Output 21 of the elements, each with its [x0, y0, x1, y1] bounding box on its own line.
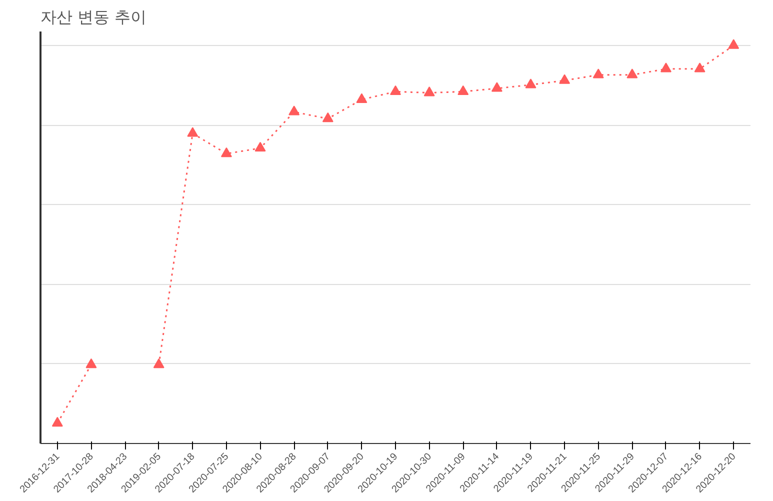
- point: [559, 74, 570, 84]
- point: [356, 93, 368, 103]
- point: [86, 358, 97, 368]
- point: [52, 416, 63, 427]
- point: [458, 85, 469, 95]
- point: [626, 68, 638, 78]
- point: [390, 85, 401, 95]
- point: [322, 112, 334, 122]
- point: [592, 68, 604, 78]
- point: [728, 39, 740, 49]
- point: [254, 142, 266, 152]
- point: [288, 106, 300, 116]
- point: [220, 147, 232, 158]
- point: [491, 82, 502, 92]
- point: [660, 62, 672, 72]
- point: [153, 358, 164, 368]
- point: [187, 127, 198, 137]
- point: [424, 86, 435, 96]
- point: [694, 62, 706, 72]
- chart-title: 자산 변동 추이: [40, 8, 147, 26]
- point: [525, 78, 536, 88]
